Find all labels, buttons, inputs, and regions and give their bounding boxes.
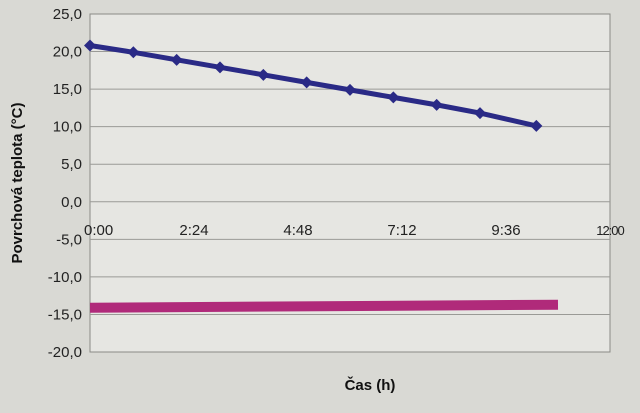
data-point <box>257 68 270 81</box>
series-group <box>84 39 559 313</box>
y-tick-label: 20,0 <box>53 44 82 61</box>
x-tick-label: 0:00 <box>84 222 113 239</box>
series-line <box>89 299 559 313</box>
data-point <box>430 98 443 111</box>
x-tick-label: 7:12 <box>387 222 416 239</box>
y-tick-label: 5,0 <box>61 156 82 173</box>
y-tick-label: 0,0 <box>61 194 82 211</box>
x-tick-labels: 0:00 2:24 4:48 7:12 9:36 12:00 <box>84 222 626 239</box>
series-2 <box>89 299 559 313</box>
x-tick-label: 9:36 <box>491 222 520 239</box>
y-axis-label: Povrchová teplota (°C) <box>9 102 26 263</box>
data-point <box>474 107 486 120</box>
gridlines <box>90 51 610 315</box>
y-tick-label: -15,0 <box>48 306 82 323</box>
data-point <box>170 53 183 66</box>
data-point <box>387 91 400 104</box>
data-point <box>344 83 356 96</box>
y-tick-label: 25,0 <box>53 6 82 23</box>
x-tick-label: 12:00 <box>596 223 624 238</box>
data-point <box>530 119 543 132</box>
y-tick-label: 15,0 <box>53 81 82 98</box>
x-axis-label: Čas (h) <box>345 376 396 394</box>
plot-area <box>89 13 611 353</box>
y-tick-label: -5,0 <box>56 231 82 248</box>
x-tick-label: 2:24 <box>179 222 208 239</box>
y-tick-label: -20,0 <box>48 344 82 361</box>
y-tick-label: 10,0 <box>53 119 82 136</box>
data-point <box>214 61 226 74</box>
y-tick-labels: 25,0 20,0 15,0 10,0 5,0 0,0 -5,0 -10,0 -15,0 -20,… <box>48 6 82 361</box>
series-1 <box>84 39 543 132</box>
x-tick-label: 4:48 <box>283 222 312 239</box>
data-point <box>300 76 313 89</box>
data-point <box>127 46 140 59</box>
data-point <box>84 39 96 52</box>
y-tick-label: -10,0 <box>48 269 82 286</box>
